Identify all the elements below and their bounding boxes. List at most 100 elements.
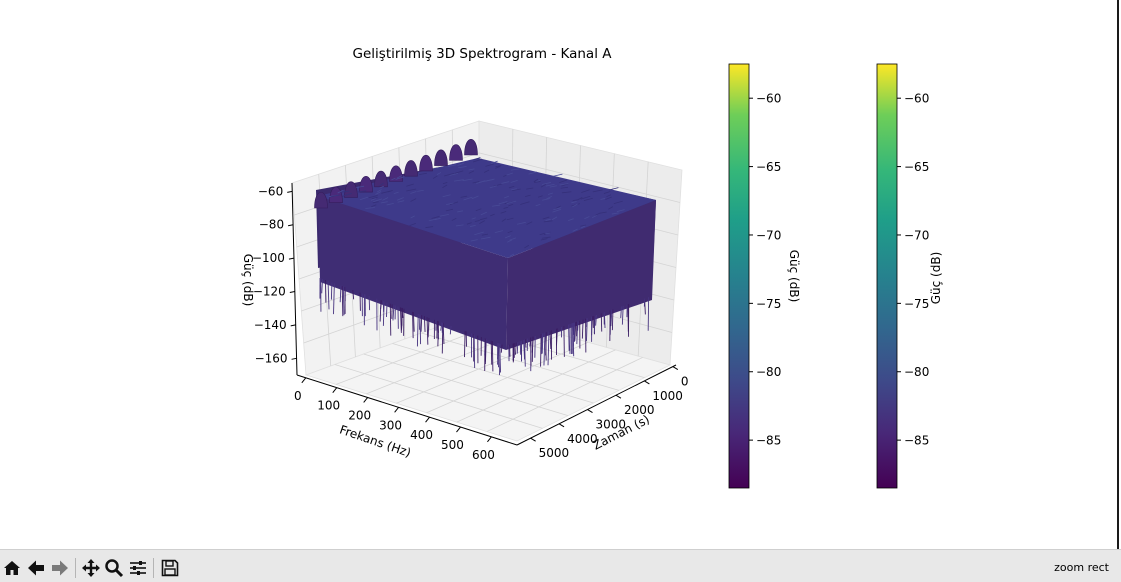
surface-spike [515,342,517,355]
colorbar-2-ticks: −60 −65 −70 −75 −80 −85 [897,92,929,448]
surface-spike [423,316,426,332]
surface-noise [470,239,478,242]
colorbar-1 [728,63,750,489]
y-tick-mark [615,394,622,399]
surface-noise [552,173,563,177]
surface-noise [397,200,405,203]
surface-noise [356,190,367,193]
surface-noise [492,183,503,187]
back-icon [28,560,44,576]
surface-spike [401,308,403,331]
surface-noise [410,191,417,194]
surface-noise [490,213,495,217]
home-icon [4,561,20,575]
surface-noise [475,208,482,212]
surface-noise [534,181,541,183]
surface-spike [341,286,344,317]
y-tick-label: 0 [681,375,689,389]
colorbar-1-label: Güç (dB) [787,250,801,303]
surface-spike [442,322,445,345]
surface-noise [483,179,494,182]
surface-noise [468,170,475,174]
forward-button[interactable] [49,557,71,579]
surface-spike [412,312,415,332]
surface-noise [555,205,561,209]
surface-noise [381,190,391,194]
surface-noise [449,172,459,176]
surface-noise [406,183,414,187]
surface-noise [380,201,388,204]
x-tick-mark [425,416,430,423]
surface-noise [419,172,427,175]
surface-noise [528,171,537,175]
save-button[interactable] [159,557,181,579]
surface-noise [480,236,491,240]
colorbar-tick-label: −75 [904,297,929,311]
surface-noise [466,222,472,225]
surface-noise [516,221,526,225]
surface-noise [393,191,399,195]
colorbar-tick-label: −70 [756,228,781,242]
z-tick-mark [287,190,293,193]
surface-noise [494,230,503,234]
surface-peak [419,154,433,172]
surface-peak [464,138,478,156]
home-button[interactable] [1,557,23,579]
back-button[interactable] [25,557,47,579]
surface-noise [376,189,382,193]
surface-noise [373,198,383,203]
surface-noise [432,175,438,179]
surface-noise [396,197,404,201]
surface-noise [446,202,454,206]
configure-subplots-button[interactable] [127,557,149,579]
surface-noise [543,220,553,223]
z-axis-line [291,182,298,376]
surface-noise [559,183,569,186]
surface-noise [449,201,459,205]
surface-noise [503,206,509,209]
surface-noise [580,195,591,200]
surface-spike [386,302,388,318]
surface-noise [455,224,464,227]
surface-noise [524,244,530,249]
configure-subplots-icon [130,561,146,575]
surface-noise [526,187,534,190]
surface-noise [613,200,623,205]
surface-left-wall [318,196,508,350]
surface-spike [416,313,419,347]
surface-noise [382,197,389,201]
surface-noise [512,188,521,191]
surface-spike [420,315,423,332]
surface-noise [442,181,448,185]
figure-canvas: Geliştirilmiş 3D Spektrogram - Kanal A −… [241,46,943,489]
surface-noise [561,191,572,194]
surface-spike [412,311,414,339]
surface-noise [501,181,510,184]
grid-line [363,353,569,417]
colorbar-tick-label: −70 [904,228,929,242]
grid-line [392,343,594,404]
x-tick-mark [301,377,307,384]
surface-noise [501,218,507,222]
surface-noise [545,183,555,187]
surface-noise [481,233,489,236]
y-tick-mark [530,437,536,442]
pan-icon [82,559,100,577]
surface-noise [436,172,442,175]
surface-noise [509,253,515,257]
zoom-button[interactable] [103,557,125,579]
surface-noise [428,218,437,222]
surface-spike [449,325,452,335]
surface-noise [526,221,533,225]
surface-noise [495,164,502,168]
colorbar-tick-label: −75 [756,297,781,311]
x-tick-mark [456,426,461,433]
surface-noise [489,185,497,189]
surface-noise [553,207,562,211]
surface-noise [559,179,567,183]
surface-spike [342,286,345,316]
surface-noise [454,170,464,174]
surface-noise [506,200,517,205]
pan-button[interactable] [80,557,102,579]
surface-noise [568,218,574,221]
